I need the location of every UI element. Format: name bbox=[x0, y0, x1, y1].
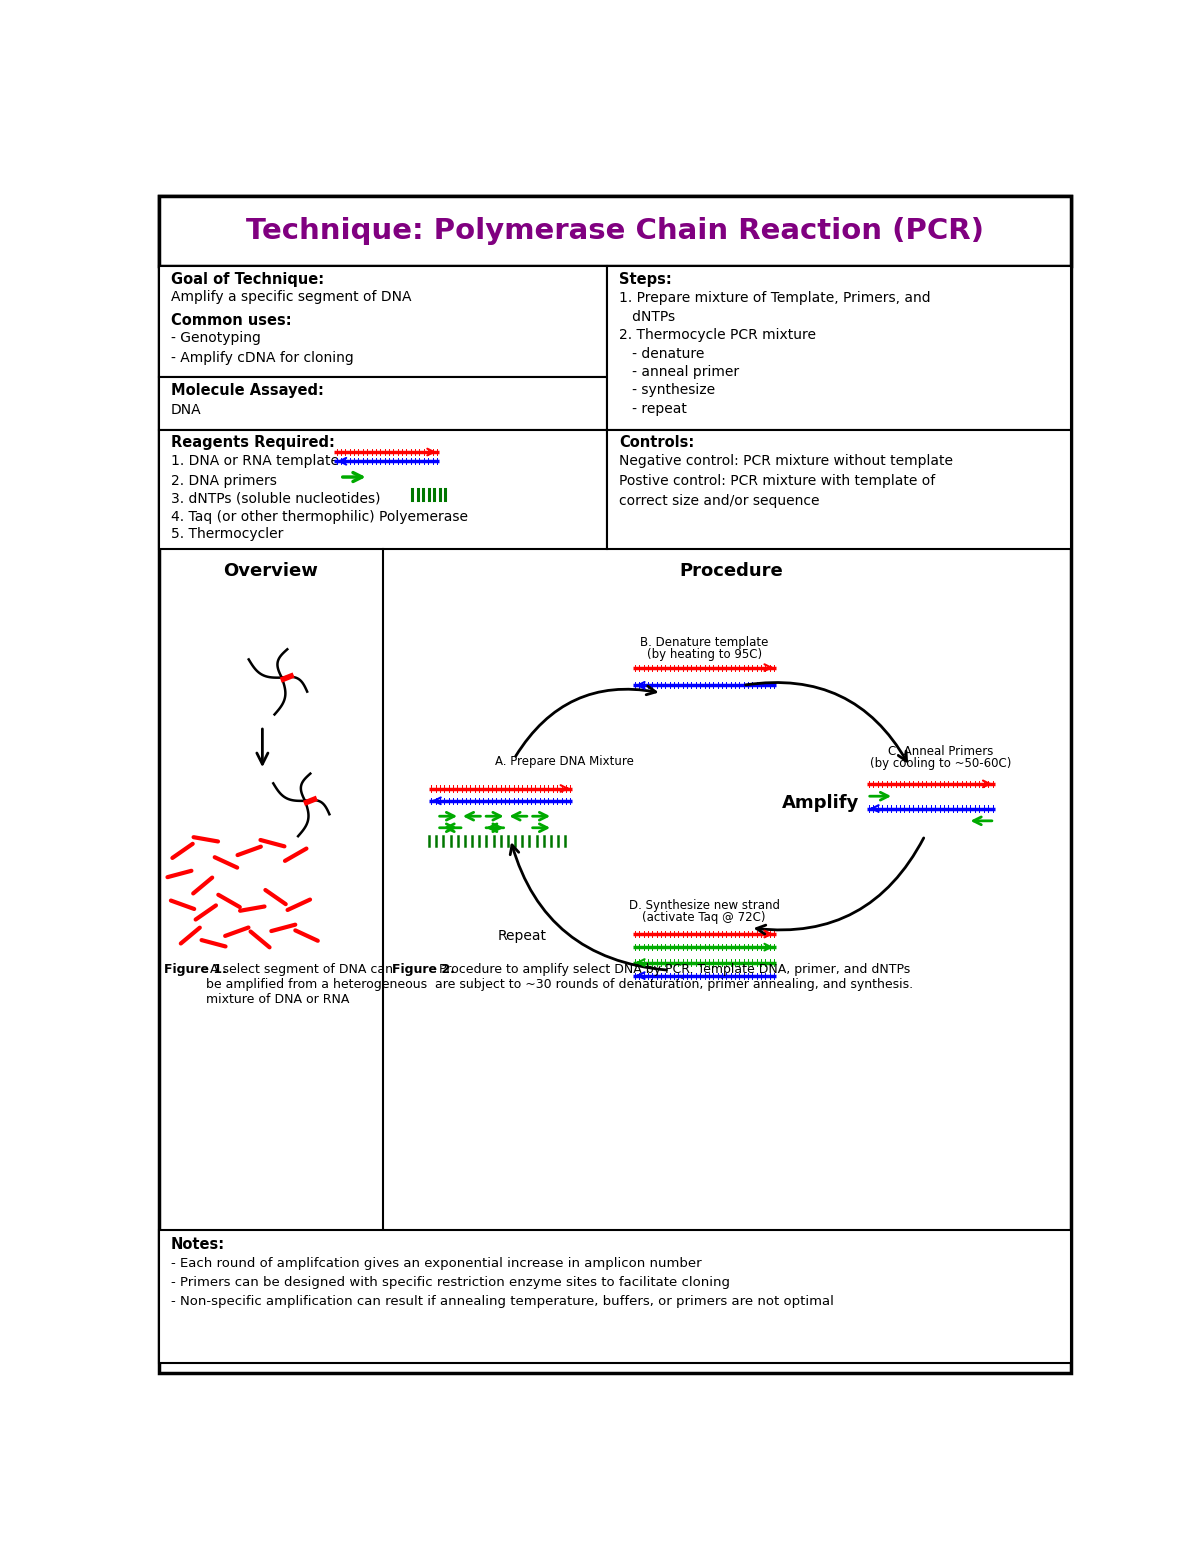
Text: (by cooling to ~50-60C): (by cooling to ~50-60C) bbox=[870, 756, 1012, 770]
Text: Procedure to amplify select DNA by PCR. Template DNA, primer, and dNTPs
are subj: Procedure to amplify select DNA by PCR. … bbox=[436, 963, 913, 991]
Bar bbox=[160, 377, 607, 430]
Text: Amplify a specific segment of DNA: Amplify a specific segment of DNA bbox=[170, 290, 412, 304]
Text: Common uses:: Common uses: bbox=[170, 314, 292, 328]
Text: correct size and/or sequence: correct size and/or sequence bbox=[619, 494, 820, 508]
Text: 2. DNA primers: 2. DNA primers bbox=[170, 474, 277, 488]
Text: C. Anneal Primers: C. Anneal Primers bbox=[888, 745, 994, 758]
Text: Figure 2.: Figure 2. bbox=[391, 963, 455, 975]
Text: Steps:: Steps: bbox=[619, 272, 672, 287]
Text: B. Denature template: B. Denature template bbox=[640, 637, 768, 649]
Text: 2. Thermocycle PCR mixture: 2. Thermocycle PCR mixture bbox=[619, 328, 816, 342]
Text: - repeat: - repeat bbox=[619, 402, 686, 416]
Bar bbox=[607, 430, 1070, 550]
Text: - synthesize: - synthesize bbox=[619, 384, 715, 398]
Text: Overview: Overview bbox=[223, 562, 318, 581]
Text: - anneal primer: - anneal primer bbox=[619, 365, 739, 379]
Text: Negative control: PCR mixture without template: Negative control: PCR mixture without te… bbox=[619, 455, 953, 469]
Text: Repeat: Repeat bbox=[498, 929, 546, 943]
Text: 1. DNA or RNA template: 1. DNA or RNA template bbox=[170, 455, 338, 469]
Bar bbox=[160, 266, 607, 377]
Text: A select segment of DNA can
be amplified from a heterogeneous
mixture of DNA or : A select segment of DNA can be amplified… bbox=[206, 963, 427, 1005]
Text: 3. dNTPs (soluble nucleotides): 3. dNTPs (soluble nucleotides) bbox=[170, 491, 380, 505]
Text: Figure 1.: Figure 1. bbox=[164, 963, 227, 975]
Text: (activate Taq @ 72C): (activate Taq @ 72C) bbox=[642, 912, 766, 924]
Bar bbox=[160, 1230, 1070, 1364]
Text: A. Prepare DNA Mixture: A. Prepare DNA Mixture bbox=[494, 755, 634, 769]
Text: 4. Taq (or other thermophilic) Polyemerase: 4. Taq (or other thermophilic) Polyemera… bbox=[170, 509, 468, 523]
Text: - Each round of amplifcation gives an exponential increase in amplicon number
- : - Each round of amplifcation gives an ex… bbox=[170, 1258, 834, 1309]
Text: Reagents Required:: Reagents Required: bbox=[170, 435, 335, 450]
Text: Controls:: Controls: bbox=[619, 435, 694, 450]
Text: Amplify: Amplify bbox=[781, 794, 859, 812]
Text: dNTPs: dNTPs bbox=[619, 309, 674, 323]
Text: 5. Thermocycler: 5. Thermocycler bbox=[170, 528, 283, 542]
Text: (by heating to 95C): (by heating to 95C) bbox=[647, 648, 762, 660]
Text: 1. Prepare mixture of Template, Primers, and: 1. Prepare mixture of Template, Primers,… bbox=[619, 290, 930, 304]
Bar bbox=[607, 266, 1070, 430]
Bar bbox=[160, 196, 1070, 266]
Bar bbox=[160, 430, 607, 550]
Text: Molecule Assayed:: Molecule Assayed: bbox=[170, 384, 324, 399]
Text: Procedure: Procedure bbox=[679, 562, 784, 581]
Text: D. Synthesize new strand: D. Synthesize new strand bbox=[629, 899, 780, 913]
Text: Postive control: PCR mixture with template of: Postive control: PCR mixture with templa… bbox=[619, 474, 935, 488]
Text: DNA: DNA bbox=[170, 402, 202, 416]
Text: Technique: Polymerase Chain Reaction (PCR): Technique: Polymerase Chain Reaction (PC… bbox=[246, 216, 984, 245]
Text: - denature: - denature bbox=[619, 346, 704, 360]
Text: Notes:: Notes: bbox=[170, 1238, 226, 1252]
Text: Goal of Technique:: Goal of Technique: bbox=[170, 272, 324, 287]
Text: - Genotyping
- Amplify cDNA for cloning: - Genotyping - Amplify cDNA for cloning bbox=[170, 331, 354, 365]
